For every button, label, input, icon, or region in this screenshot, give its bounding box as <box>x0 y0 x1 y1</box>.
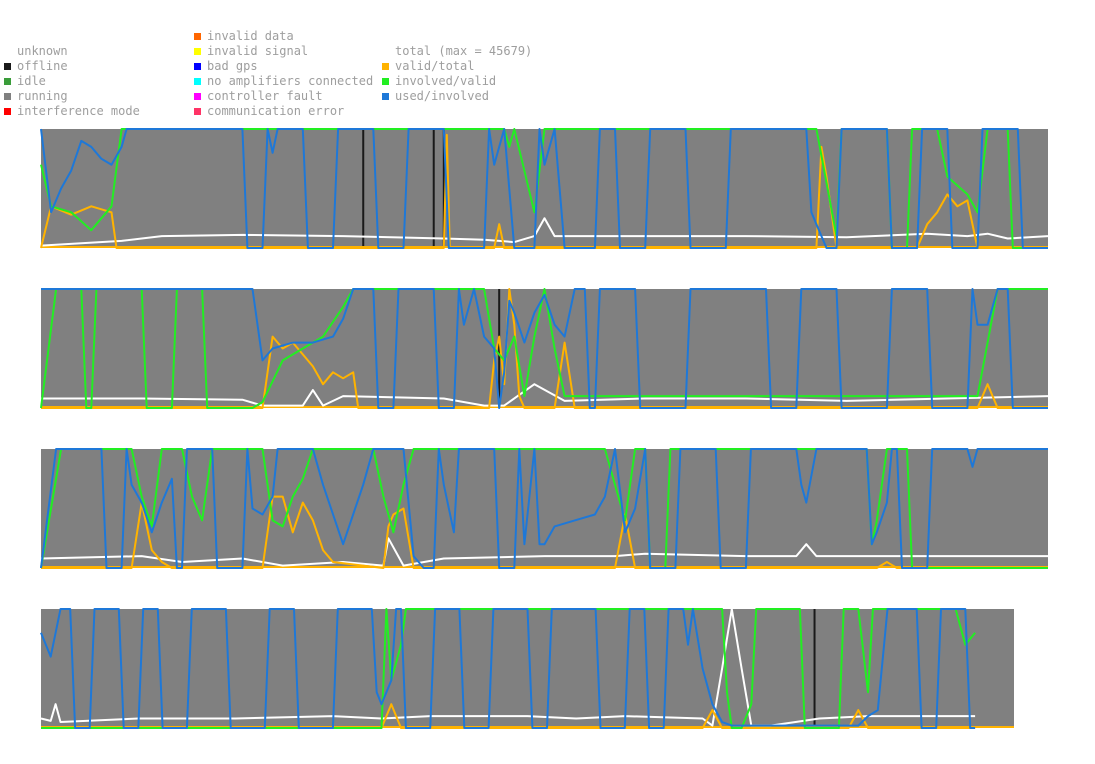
offline-marker <box>498 289 501 408</box>
chart-panel-4 <box>40 608 1014 729</box>
legend-swatch <box>382 48 389 55</box>
offline-marker <box>813 609 816 728</box>
legend-label: used/involved <box>395 89 489 103</box>
legend-label: idle <box>17 74 46 88</box>
legend-swatch <box>4 48 11 55</box>
legend-swatch <box>194 78 201 85</box>
offline-marker <box>362 129 365 248</box>
legend-label: offline <box>17 59 68 73</box>
legend-label: valid/total <box>395 59 475 73</box>
series-used-involved-line <box>40 608 976 729</box>
legend-swatch <box>382 78 389 85</box>
legend-swatch <box>194 108 201 115</box>
series-valid-total-line <box>41 703 976 729</box>
legend-swatch <box>194 93 201 100</box>
legend-swatch <box>4 108 11 115</box>
series-used-involved-line <box>41 288 1048 409</box>
legend-swatch <box>4 63 11 70</box>
offline-marker <box>442 129 445 248</box>
legend-swatch <box>194 48 201 55</box>
offline-marker <box>432 129 435 248</box>
legend-swatch <box>4 93 11 100</box>
legend-label: total (max = 45679) <box>395 44 533 58</box>
series-total-line <box>40 537 1048 567</box>
legend-swatch <box>194 33 201 40</box>
legend-swatch <box>194 63 201 70</box>
legend: unknown offline idle running interference mo… <box>0 0 1095 125</box>
legend-swatch <box>382 63 389 70</box>
legend-label: involved/valid <box>395 74 497 88</box>
legend-swatch <box>4 78 11 85</box>
series-valid-total-line <box>40 133 1048 249</box>
chart-panel-3 <box>40 448 1048 569</box>
legend-label: bad gps <box>207 59 258 73</box>
legend-label: unknown <box>17 44 68 58</box>
running-background <box>41 289 1048 408</box>
chart-panel-1 <box>40 128 1049 249</box>
series-total-line <box>40 217 1049 247</box>
running-background <box>41 129 1048 248</box>
legend-label: communication error <box>207 104 345 118</box>
legend-label: invalid signal <box>207 44 309 58</box>
series-involved-valid-line <box>41 608 976 729</box>
legend-label: controller fault <box>207 89 323 103</box>
legend-label: invalid data <box>207 29 294 43</box>
chart-panel-2 <box>40 288 1049 409</box>
series-valid-total-line <box>41 495 1048 569</box>
legend-label: running <box>17 89 68 103</box>
series-used-involved-line <box>40 128 1048 249</box>
series-used-involved-line <box>40 448 1048 569</box>
legend-swatch <box>382 93 389 100</box>
legend-label: interference mode <box>17 104 140 118</box>
legend-label: no amplifiers connected <box>207 74 374 88</box>
